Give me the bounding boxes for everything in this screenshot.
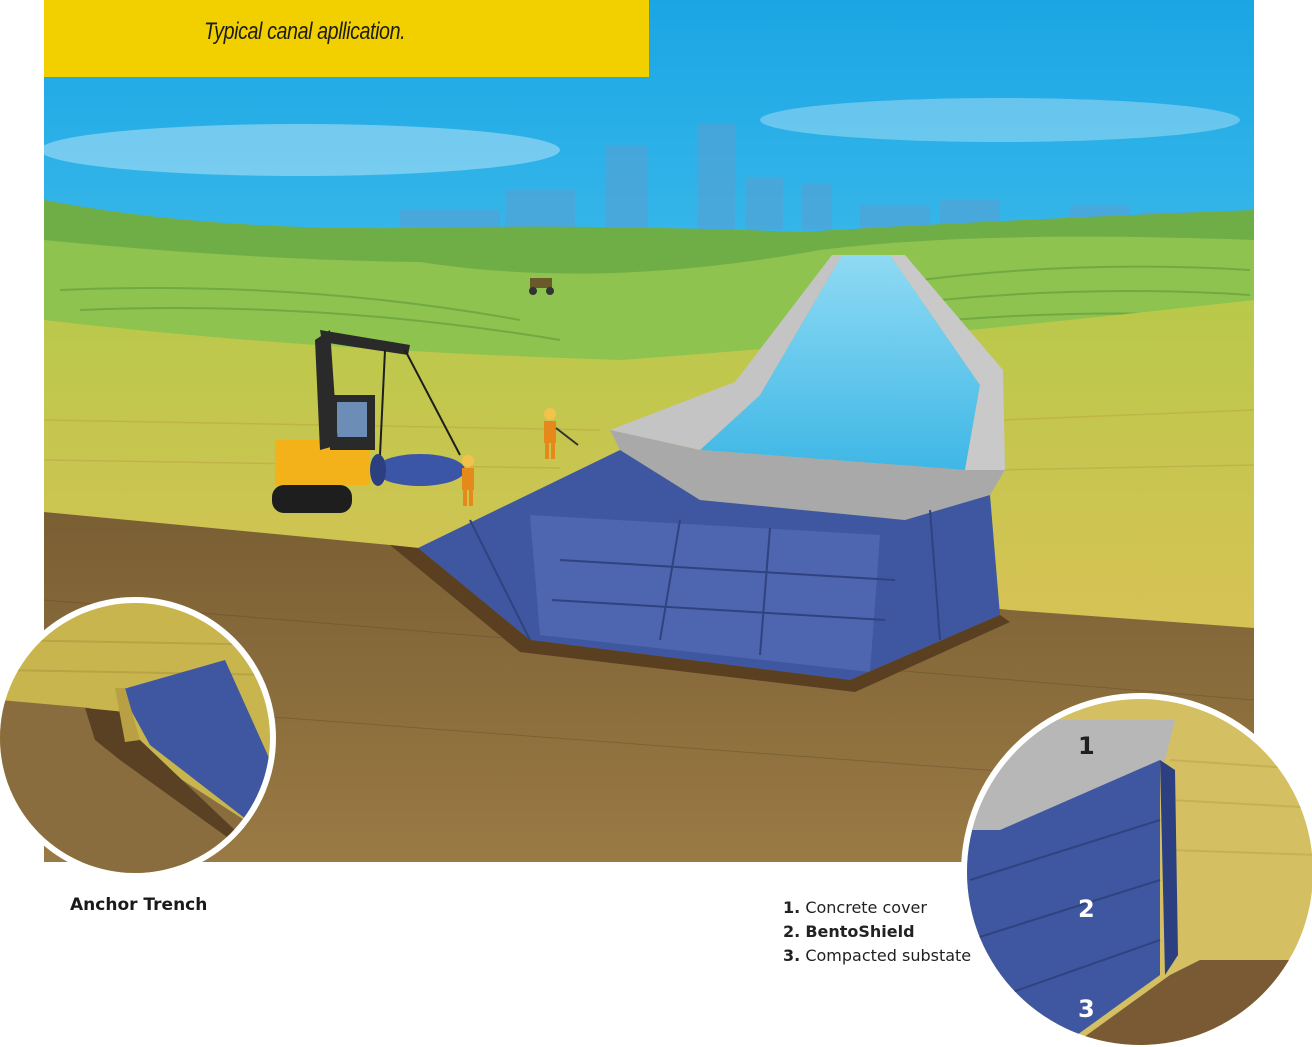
bentoshield-liner	[390, 450, 1010, 692]
legend-item-concrete: 1. Concrete cover	[783, 898, 927, 917]
legend-item-substrate: 3. Compacted substate	[783, 946, 972, 965]
legend-item-bentoshield: 2. BentoShield	[783, 922, 915, 941]
banner-title: Typical canal apllication.	[204, 18, 406, 45]
anchor-trench-caption: Anchor Trench	[70, 895, 208, 915]
excavator-icon	[272, 330, 465, 513]
worker-icon	[544, 408, 579, 459]
tractor-icon	[529, 278, 554, 295]
layers-legend: 1. Concrete cover 2. BentoShield 3. Comp…	[783, 896, 971, 968]
callout-1: 1	[1078, 732, 1095, 760]
worker-icon	[462, 455, 474, 506]
title-banner: Typical canal apllication.	[44, 0, 649, 77]
callout-3: 3	[1078, 995, 1095, 1023]
callout-2: 2	[1078, 895, 1095, 923]
anchor-trench-detail	[0, 597, 276, 879]
